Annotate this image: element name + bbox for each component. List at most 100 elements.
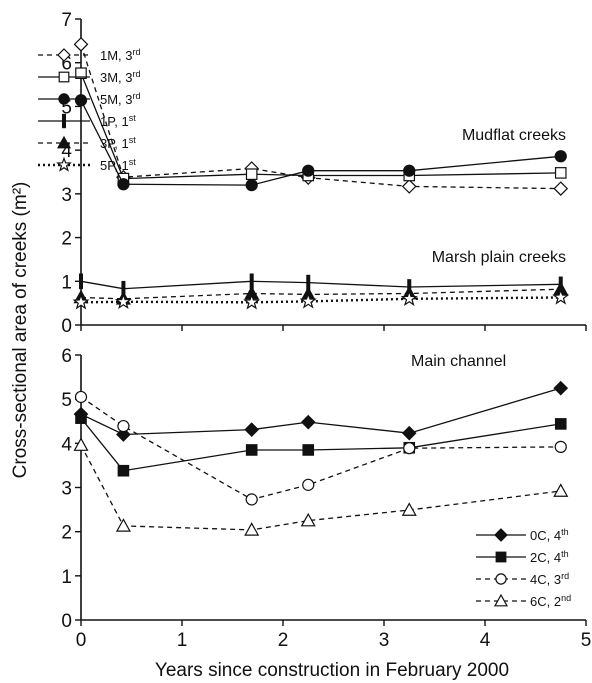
y-tick-label: 0 <box>61 316 72 337</box>
series-line <box>80 417 561 472</box>
series-5p-1st: 5P, 1st <box>38 156 570 310</box>
legend-label: 1M, 3rd <box>100 47 141 63</box>
data-point <box>73 437 89 451</box>
data-point <box>401 502 417 516</box>
panel-annotation: Mudflat creeks <box>462 127 566 144</box>
data-point <box>74 390 88 404</box>
data-point <box>73 37 89 52</box>
legend-marker <box>493 593 509 607</box>
data-point <box>245 168 258 180</box>
legend-marker <box>62 113 66 129</box>
data-point <box>403 164 416 177</box>
panel-top: 0 1 2 3 4 5 6 7 Mudflat creeks Marsh plain creeks… <box>38 10 587 337</box>
x-tick-label: 5 <box>581 630 592 651</box>
y-tick-label: 3 <box>61 185 72 206</box>
series-line <box>80 444 561 531</box>
series-2c-4th: 2C, 4th <box>75 412 569 565</box>
y-axis-title: Cross-sectional area of creeks (m²) <box>10 182 31 479</box>
x-tick-label: 4 <box>480 630 491 651</box>
legend-marker <box>56 156 72 172</box>
data-point <box>249 273 254 290</box>
series-5m-3rd: 5M, 3rd <box>38 91 567 192</box>
legend-label: 6C, 2nd <box>530 593 571 609</box>
legend-marker <box>495 573 507 585</box>
data-point <box>245 178 258 192</box>
data-point <box>300 414 316 430</box>
y-tick-label: 5 <box>61 97 72 118</box>
data-point <box>554 150 567 163</box>
legend-label: 2C, 4th <box>530 549 569 565</box>
series-line <box>80 387 561 436</box>
data-point <box>79 273 83 290</box>
data-point <box>114 292 132 310</box>
y-tick-label: 1 <box>61 272 72 293</box>
y-tick-label: 1 <box>61 567 72 588</box>
series-6c-2nd: 6C, 2nd <box>73 437 571 609</box>
series-line <box>80 100 561 186</box>
data-point <box>244 522 260 536</box>
legend-marker <box>495 551 507 563</box>
data-point <box>244 422 260 437</box>
x-tick-label: 2 <box>278 630 289 651</box>
legend-label: 5P, 1st <box>100 157 136 173</box>
series-line <box>80 396 561 501</box>
legend-marker <box>58 71 70 83</box>
legend-label: 4C, 3rd <box>530 571 569 587</box>
data-point <box>245 493 258 506</box>
y-tick-label: 6 <box>61 346 72 367</box>
legend-label: 1P, 1st <box>100 113 136 129</box>
data-point <box>553 181 569 196</box>
x-tick-label: 3 <box>379 630 390 651</box>
panel-annotation: Marsh plain creeks <box>432 249 566 266</box>
data-point <box>72 293 90 310</box>
data-point <box>403 442 416 455</box>
x-tick-label: 1 <box>177 630 188 651</box>
series-0c-4th: 0C, 4th <box>73 380 569 543</box>
data-point <box>302 478 315 491</box>
data-point <box>554 440 567 453</box>
series-line <box>80 44 561 190</box>
y-tick-label: 2 <box>61 523 72 544</box>
data-point <box>115 518 131 532</box>
data-point <box>554 167 567 179</box>
y-tick-label: 7 <box>61 10 72 31</box>
data-point <box>552 288 570 305</box>
series-line <box>80 288 561 300</box>
data-point <box>306 274 311 291</box>
panel-annotation: Main channel <box>411 353 506 370</box>
y-tick-label: 5 <box>61 390 72 411</box>
legend-marker <box>494 528 508 542</box>
data-point <box>553 483 569 497</box>
legend-label: 3P, 1st <box>100 135 136 151</box>
data-point <box>401 425 417 441</box>
data-point <box>117 464 130 477</box>
data-point <box>300 512 316 527</box>
data-point <box>121 280 126 297</box>
data-point <box>75 412 87 424</box>
x-tick-label: 0 <box>76 630 87 651</box>
data-point <box>75 67 87 80</box>
data-point <box>302 444 315 456</box>
y-tick-label: 4 <box>61 141 72 162</box>
y-tick-label: 3 <box>61 479 72 500</box>
legend-marker <box>57 48 71 62</box>
data-point <box>299 292 317 309</box>
legend-label: 5M, 3rd <box>100 91 141 107</box>
data-point <box>553 380 569 396</box>
legend-label: 3M, 3rd <box>100 69 141 85</box>
y-tick-label: 4 <box>61 434 72 455</box>
data-point <box>74 94 88 107</box>
legend-label: 0C, 4th <box>530 527 569 543</box>
y-tick-label: 6 <box>61 54 72 75</box>
data-point <box>117 419 130 433</box>
panel-bottom: 0 1 2 3 4 5 6 0 1 2 3 4 5 Main channel 0C, 4th 2C, 4th 4… <box>61 346 591 651</box>
data-point <box>554 418 567 430</box>
y-tick-label: 2 <box>61 229 72 250</box>
series-line <box>80 72 561 180</box>
x-axis-title: Years since construction in February 200… <box>155 660 509 681</box>
y-tick-label: 0 <box>61 611 72 632</box>
data-point <box>243 293 261 310</box>
data-point <box>401 179 417 194</box>
series-4c-3rd: 4C, 3rd <box>74 390 569 587</box>
